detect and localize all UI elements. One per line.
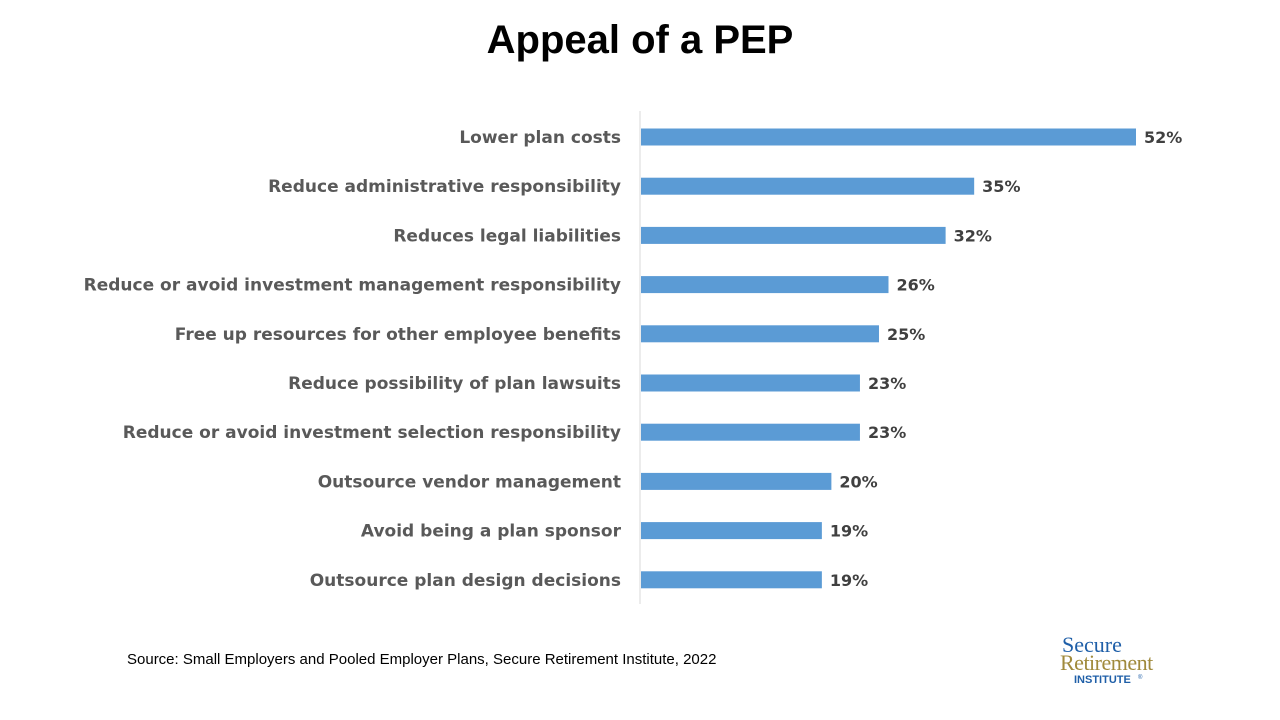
- category-label: Reduce possibility of plan lawsuits: [288, 374, 621, 394]
- data-label: 25%: [887, 325, 925, 344]
- logo-line-institute: INSTITUTE: [1074, 674, 1131, 686]
- bar: [641, 276, 889, 294]
- category-label: Outsource plan design decisions: [310, 571, 621, 591]
- data-label: 23%: [868, 423, 906, 442]
- category-label: Reduces legal liabilities: [393, 226, 621, 246]
- bar: [641, 325, 879, 343]
- logo-line-retirement: Retirement: [1060, 650, 1153, 675]
- category-label: Outsource vendor management: [318, 472, 621, 492]
- bar: [641, 472, 832, 490]
- category-label: Reduce administrative responsibility: [268, 177, 621, 197]
- category-label: Lower plan costs: [459, 128, 621, 148]
- data-label: 52%: [1144, 128, 1182, 147]
- data-label: 32%: [954, 226, 992, 245]
- secure-retirement-institute-logo: Secure Retirement INSTITUTE ®: [1060, 632, 1154, 686]
- data-label: 23%: [868, 374, 906, 393]
- data-label: 20%: [839, 472, 877, 491]
- category-label: Reduce or avoid investment selection res…: [123, 423, 621, 443]
- bar: [641, 128, 1136, 146]
- bar: [641, 177, 975, 195]
- bar: [641, 423, 860, 441]
- category-label: Free up resources for other employee ben…: [175, 325, 621, 345]
- chart-title: Appeal of a PEP: [486, 18, 794, 62]
- bar: [641, 522, 822, 540]
- data-label: 26%: [897, 276, 935, 295]
- bar: [641, 374, 860, 392]
- logo-registered-mark: ®: [1138, 674, 1143, 681]
- source-note: Source: Small Employers and Pooled Emplo…: [127, 651, 717, 668]
- bar: [641, 226, 946, 244]
- bar: [641, 571, 822, 589]
- data-label: 19%: [830, 571, 868, 590]
- data-label: 35%: [982, 177, 1020, 196]
- category-label: Reduce or avoid investment management re…: [84, 276, 621, 296]
- logo-line-secure: Secure: [1062, 632, 1122, 657]
- data-label: 19%: [830, 522, 868, 541]
- category-label: Avoid being a plan sponsor: [361, 522, 622, 542]
